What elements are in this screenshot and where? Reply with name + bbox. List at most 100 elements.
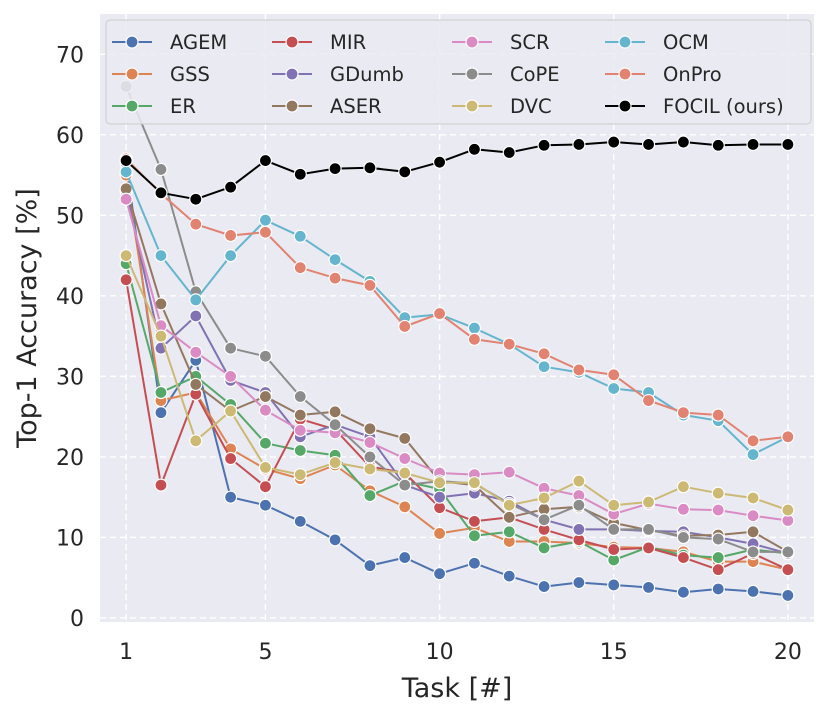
legend-swatch-marker [618, 67, 632, 81]
focil-ours-point [641, 137, 656, 152]
legend-item-agem: AGEM [112, 31, 227, 54]
x-tick-labels: 1 5 10 15 20 [119, 640, 802, 665]
legend-label: OnPro [663, 63, 722, 86]
agem-point [641, 580, 656, 594]
x-tick-label: 20 [774, 640, 802, 665]
legend-label: ER [170, 95, 196, 118]
focil-ours-point [676, 135, 690, 149]
aser-point [328, 405, 342, 419]
scr-point [711, 503, 725, 517]
cope-point [641, 522, 656, 536]
legend-item-dvc: DVC [452, 95, 552, 118]
x-axis-title: Task [#] [401, 673, 513, 704]
onpro-point [607, 368, 621, 382]
ocm-point [293, 229, 307, 243]
er-point [467, 529, 482, 543]
ocm-point [154, 248, 168, 263]
y-tick-label: 40 [56, 285, 84, 310]
legend-label: DVC [510, 95, 552, 118]
focil-ours-point [293, 167, 307, 181]
ocm-point [537, 360, 551, 374]
mir-point [641, 541, 656, 555]
er-point [293, 443, 307, 458]
focil-ours-point [224, 180, 238, 194]
legend-swatch-marker [465, 35, 479, 49]
legend-item-ocm: OCM [605, 31, 709, 54]
onpro-point [328, 271, 342, 285]
dvc-point [572, 474, 586, 488]
legend-swatch-marker [618, 99, 632, 113]
scr-point [224, 369, 238, 383]
dvc-point [189, 434, 203, 448]
cope-point [711, 532, 725, 546]
onpro-point [746, 434, 760, 448]
dvc-point [781, 503, 795, 517]
focil-ours-point [537, 138, 551, 152]
dvc-point [502, 498, 516, 512]
cope-point [398, 478, 412, 492]
legend-box [105, 19, 812, 125]
focil-ours-point [572, 137, 586, 152]
legend-swatch-marker [125, 99, 139, 113]
gss-point [398, 500, 412, 514]
aser-point [746, 525, 760, 539]
focil-ours-point [502, 145, 516, 160]
agem-point [537, 579, 551, 594]
onpro-point [641, 393, 656, 408]
legend-item-onpro: OnPro [605, 63, 722, 86]
legend-item-scr: SCR [452, 31, 550, 54]
ocm-point [224, 248, 238, 263]
gss-point [432, 526, 447, 541]
ocm-point [746, 447, 760, 462]
agem-point [432, 567, 447, 581]
dvc-point [641, 495, 656, 509]
focil-ours-point [328, 162, 342, 176]
onpro-point [537, 347, 551, 361]
aser-point [502, 510, 516, 524]
gdumb-point [189, 309, 203, 323]
dvc-point [258, 460, 273, 474]
legend-swatch-marker [125, 67, 139, 81]
y-tick-label: 30 [56, 365, 84, 390]
cope-point [293, 389, 307, 404]
scr-point [676, 502, 690, 516]
scr-point [293, 423, 307, 437]
ocm-point [119, 165, 133, 179]
legend-swatch-marker [465, 67, 479, 81]
legend-label: FOCIL (ours) [663, 95, 784, 118]
cope-point [607, 522, 621, 536]
y-axis-title: Top-1 Accuracy [%] [12, 188, 43, 449]
series-focil-ours [119, 135, 795, 206]
focil-ours-point [154, 186, 168, 200]
ocm-point [607, 381, 621, 396]
onpro-point [293, 261, 307, 275]
legend-label: OCM [663, 31, 709, 54]
focil-ours-point [467, 142, 482, 156]
legend-item-er: ER [112, 95, 196, 118]
onpro-point [502, 337, 516, 351]
cope-point [328, 418, 342, 432]
gdumb-point [572, 522, 586, 536]
agem-point [398, 550, 412, 565]
dvc-point [467, 476, 482, 490]
agem-point [607, 578, 621, 592]
mir-point [467, 514, 482, 528]
cope-point [781, 545, 795, 559]
er-point [258, 436, 273, 450]
x-tick-label: 1 [119, 640, 133, 665]
focil-ours-point [432, 155, 447, 169]
onpro-point [572, 363, 586, 377]
onpro-point [363, 278, 377, 292]
mir-point [258, 480, 273, 494]
cope-point [537, 513, 551, 527]
ocm-point [328, 253, 342, 267]
mir-point [119, 273, 133, 287]
aser-point [189, 377, 203, 392]
cope-point [746, 545, 760, 559]
scr-point [398, 451, 412, 466]
er-point [502, 525, 516, 539]
cope-point [224, 341, 238, 355]
cope-point [676, 530, 690, 545]
dvc-point [328, 455, 342, 470]
onpro-point [258, 225, 273, 239]
